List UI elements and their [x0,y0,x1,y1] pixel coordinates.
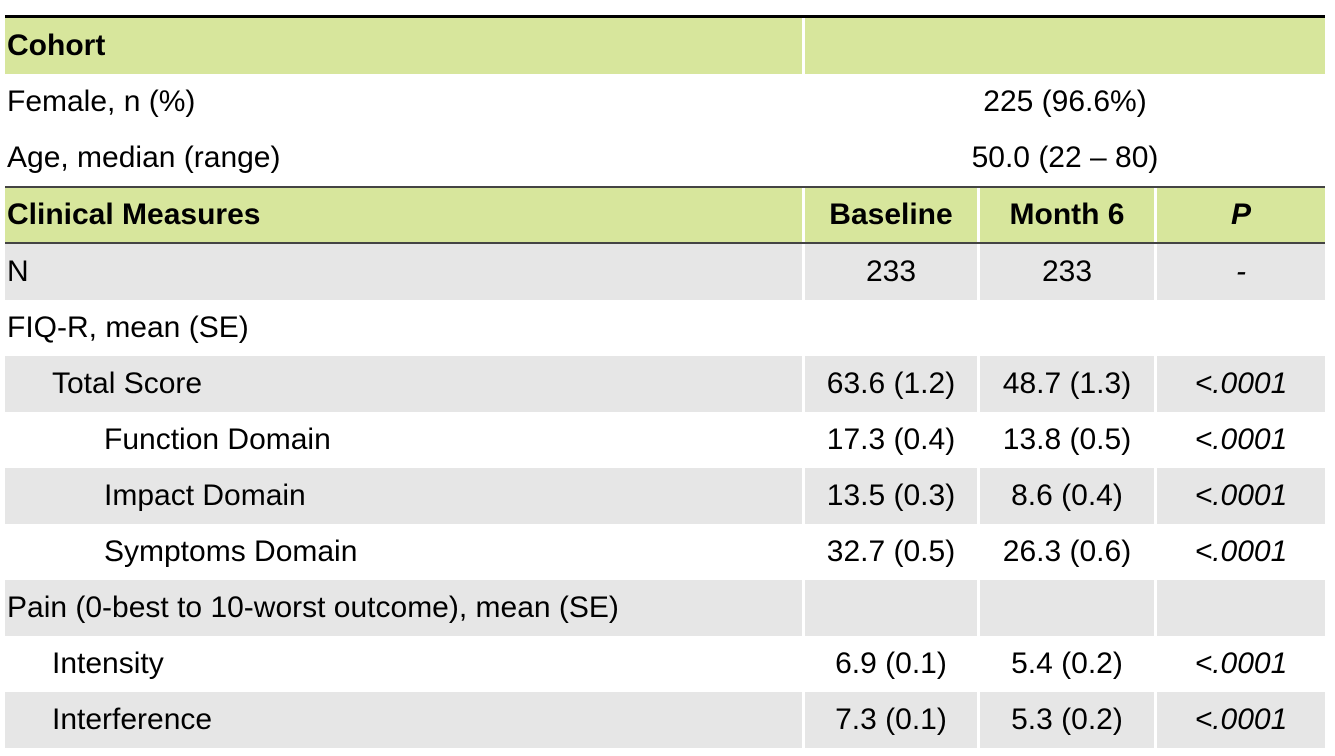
table-row: Intensity 6.9 (0.1) 5.4 (0.2) <.0001 [5,636,1325,692]
row-label: Interference [5,692,802,748]
table-row: Pain (0-best to 10-worst outcome), mean … [5,580,1325,636]
cell-value: 5.4 (0.2) [1011,647,1123,680]
cell-value: 6.9 (0.1) [835,647,947,680]
cell-value: <.0001 [1157,692,1325,748]
table: Cohort Female, n (%) 225 (96.6%) Age, media… [5,15,1325,748]
row-label: Pain (0-best to 10-worst outcome), mean … [5,580,802,636]
table-row: Interference 7.3 (0.1) 5.3 (0.2) <.0001 [5,692,1325,748]
cell-value: <.0001 [1194,535,1288,568]
cell-value: <.0001 [1157,468,1325,524]
row-label: N [5,244,802,300]
header-row: Cohort [5,18,1325,74]
table-row: Function Domain 17.3 (0.4) 13.8 (0.5) <.000… [5,412,1325,468]
table-row: FIQ-R, mean (SE) [5,300,1325,356]
cell-value: 32.7 (0.5) [826,535,956,568]
cell-value: 233 [980,244,1154,300]
cell-value: 26.3 (0.6) [1002,535,1132,568]
cell-value: 13.5 (0.3) [805,468,977,524]
table-row: Age, median (range) 50.0 (22 – 80) [5,130,1325,186]
cell-value: 63.6 (1.2) [805,356,977,412]
table-row: Total Score 63.6 (1.2) 48.7 (1.3) <.0001 [5,356,1325,412]
row-label: Female, n (%) [7,85,196,118]
row-label: Function Domain [104,423,331,456]
header-cell: Cohort [5,18,802,74]
row-label: Symptoms Domain [104,535,358,568]
header-cell: P [1157,188,1325,242]
table-row: Female, n (%) 225 (96.6%) [5,74,1325,130]
cell-value: 13.8 (0.5) [1002,423,1132,456]
row-label: Age, median (range) [7,141,281,174]
table-row: Symptoms Domain 32.7 (0.5) 26.3 (0.6) <.000… [5,524,1325,580]
table-row: Impact Domain 13.5 (0.3) 8.6 (0.4) <.0001 [5,468,1325,524]
empty-cell [1157,580,1325,636]
cell-value: <.0001 [1157,356,1325,412]
row-label: Total Score [5,356,802,412]
row-label: Intensity [52,647,164,680]
row-label: FIQ-R, mean (SE) [7,311,249,344]
cell-value: 17.3 (0.4) [826,423,956,456]
cell-value: 8.6 (0.4) [980,468,1154,524]
cell-value: 5.3 (0.2) [980,692,1154,748]
empty-cell [980,580,1154,636]
header-cell [805,18,1325,74]
cell-value: <.0001 [1194,647,1288,680]
table-row: N 233 233- [5,244,1325,300]
cell-value: 7.3 (0.1) [805,692,977,748]
header-cell: Month 6 [980,188,1154,242]
header-cell: Clinical Measures [5,188,802,242]
cell-value: 50.0 (22 – 80) [971,141,1159,174]
cell-value: 233 [805,244,977,300]
cell-value: <.0001 [1194,423,1288,456]
row-label: Impact Domain [5,468,802,524]
cell-value: 225 (96.6%) [983,85,1147,118]
cell-value: 48.7 (1.3) [980,356,1154,412]
header-cell: Baseline [805,188,977,242]
empty-cell [805,580,977,636]
cell-value: - [1157,244,1325,300]
